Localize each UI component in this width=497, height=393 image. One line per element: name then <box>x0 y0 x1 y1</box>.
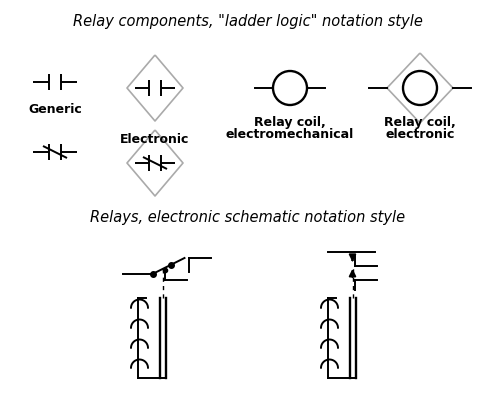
Text: electromechanical: electromechanical <box>226 128 354 141</box>
Text: electronic: electronic <box>385 128 455 141</box>
Text: Relay components, "ladder logic" notation style: Relay components, "ladder logic" notatio… <box>73 14 423 29</box>
Text: Relay coil,: Relay coil, <box>384 116 456 129</box>
Text: Relay coil,: Relay coil, <box>254 116 326 129</box>
Text: Electronic: Electronic <box>120 133 190 146</box>
Text: Generic: Generic <box>28 103 82 116</box>
Text: Relays, electronic schematic notation style: Relays, electronic schematic notation st… <box>90 210 406 225</box>
